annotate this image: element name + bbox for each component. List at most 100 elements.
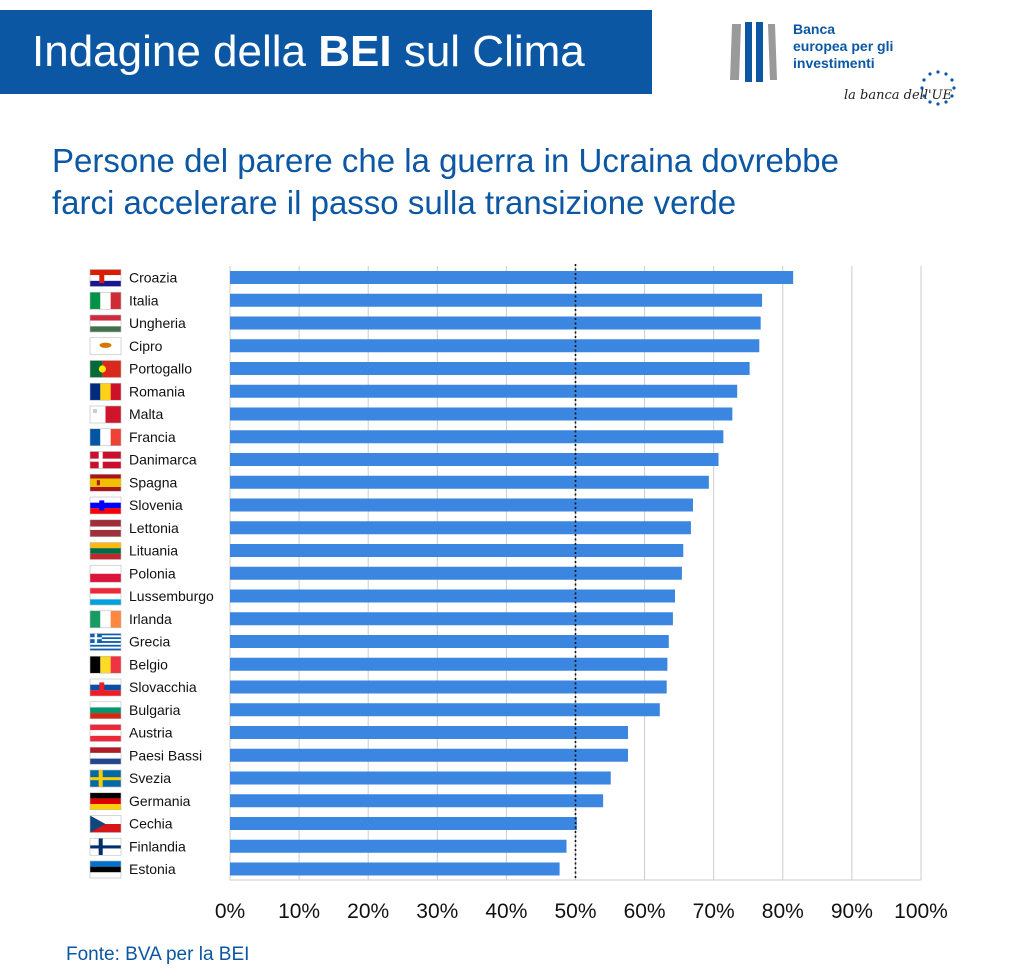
flag-icon-18 xyxy=(89,678,122,697)
chart-subtitle: Persone del parere che la guerra in Ucra… xyxy=(52,140,1002,224)
logo-line2: europea per gli xyxy=(793,38,894,54)
flag-icon-3 xyxy=(89,337,122,356)
x-tick-label-0: 0% xyxy=(215,900,245,923)
flag-icon-19 xyxy=(89,701,122,720)
bar-8 xyxy=(230,453,719,466)
bar-6 xyxy=(230,407,733,421)
bar-5 xyxy=(230,384,738,398)
header-title-bold: BEI xyxy=(318,27,392,76)
flag-icon-14 xyxy=(89,587,122,606)
bar-10 xyxy=(230,498,693,512)
flag-icon-12 xyxy=(89,542,122,560)
flag-icon-2 xyxy=(89,314,122,333)
category-label-13: Polonia xyxy=(129,565,176,581)
bar-1 xyxy=(230,293,763,307)
logo-line3: investimenti xyxy=(793,55,875,71)
eib-logo-tagline: la banca dell'UE xyxy=(844,88,952,103)
header-title-pre: Indagine della xyxy=(32,27,319,76)
x-tick-label-3: 30% xyxy=(416,900,458,923)
bar-21 xyxy=(230,748,629,762)
flag-icon-15 xyxy=(89,610,122,629)
flag-icon-16 xyxy=(89,633,122,651)
logo-line1: Banca xyxy=(793,21,836,37)
flag-icon-9 xyxy=(89,473,122,492)
bar-13 xyxy=(230,566,682,580)
category-label-18: Slovacchia xyxy=(129,679,197,695)
bar-17 xyxy=(230,657,668,671)
x-tick-label-10: 100% xyxy=(894,900,948,923)
flag-icon-0 xyxy=(89,269,122,287)
header-banner: Indagine della BEI sul Clima xyxy=(0,10,652,94)
bar-25 xyxy=(230,839,567,853)
flag-icon-23 xyxy=(89,792,122,811)
bar-4 xyxy=(230,362,750,375)
eib-logo: Banca europea per gli investimenti la ba… xyxy=(728,18,1018,118)
flag-icon-10 xyxy=(89,496,122,515)
category-label-24: Cechia xyxy=(129,816,173,832)
bar-16 xyxy=(230,635,669,648)
x-tick-label-2: 20% xyxy=(347,900,389,923)
category-label-3: Cipro xyxy=(129,338,163,354)
flag-icon-5 xyxy=(89,382,122,401)
eu-stars-icon xyxy=(920,70,956,106)
flag-icon-7 xyxy=(89,428,122,447)
flag-icon-25 xyxy=(89,837,122,856)
category-label-4: Portogallo xyxy=(129,361,192,377)
category-label-22: Svezia xyxy=(129,770,171,786)
bar-2 xyxy=(230,316,761,330)
flag-icon-11 xyxy=(89,519,122,538)
x-tick-label-8: 80% xyxy=(762,900,804,923)
subtitle-line2: farci accelerare il passo sulla transizi… xyxy=(52,184,737,221)
category-label-23: Germania xyxy=(129,793,191,809)
bar-22 xyxy=(230,771,611,785)
source-note: Fonte: BVA per la BEI xyxy=(66,944,250,965)
bar-9 xyxy=(230,475,709,489)
header-title-post: sul Clima xyxy=(391,27,585,76)
bar-23 xyxy=(230,794,604,808)
category-label-12: Lituania xyxy=(129,543,178,559)
category-label-25: Finlandia xyxy=(129,838,186,854)
bar-7 xyxy=(230,430,724,444)
category-label-5: Romania xyxy=(129,383,185,399)
category-label-15: Irlanda xyxy=(129,611,172,627)
category-label-8: Danimarca xyxy=(129,452,197,468)
flag-icon-20 xyxy=(89,724,122,742)
eib-logo-mark-icon xyxy=(730,22,777,82)
category-label-16: Grecia xyxy=(129,634,170,650)
bar-19 xyxy=(230,703,660,717)
category-label-20: Austria xyxy=(129,725,173,741)
bar-18 xyxy=(230,680,667,694)
flag-icon-24 xyxy=(89,815,122,833)
eib-logo-name: Banca europea per gli investimenti xyxy=(793,21,953,72)
bar-15 xyxy=(230,612,673,626)
x-tick-label-6: 60% xyxy=(624,900,666,923)
category-label-11: Lettonia xyxy=(129,520,179,536)
bar-20 xyxy=(230,726,629,739)
flag-icon-1 xyxy=(89,291,122,310)
bar-11 xyxy=(230,521,691,535)
x-tick-label-4: 40% xyxy=(485,900,527,923)
category-label-7: Francia xyxy=(129,429,176,445)
category-label-0: Croazia xyxy=(129,270,177,286)
category-label-21: Paesi Bassi xyxy=(129,747,202,763)
flag-icon-17 xyxy=(89,655,122,674)
flag-icon-26 xyxy=(89,860,122,879)
flag-icon-13 xyxy=(89,564,122,583)
x-tick-label-5: 50% xyxy=(554,900,596,923)
bar-24 xyxy=(230,817,577,830)
bar-0 xyxy=(230,271,794,284)
bar-26 xyxy=(230,862,560,876)
category-label-10: Slovenia xyxy=(129,497,183,513)
bar-3 xyxy=(230,339,760,353)
flag-icon-4 xyxy=(89,360,122,378)
flag-icon-21 xyxy=(89,746,122,765)
category-label-2: Ungheria xyxy=(129,315,186,331)
category-label-14: Lussemburgo xyxy=(129,588,214,604)
flag-icon-8 xyxy=(89,451,122,469)
bar-14 xyxy=(230,589,676,603)
bar-12 xyxy=(230,544,684,557)
category-label-9: Spagna xyxy=(129,474,177,490)
category-label-6: Malta xyxy=(129,406,163,422)
x-tick-label-7: 70% xyxy=(693,900,735,923)
x-tick-label-1: 10% xyxy=(278,900,320,923)
